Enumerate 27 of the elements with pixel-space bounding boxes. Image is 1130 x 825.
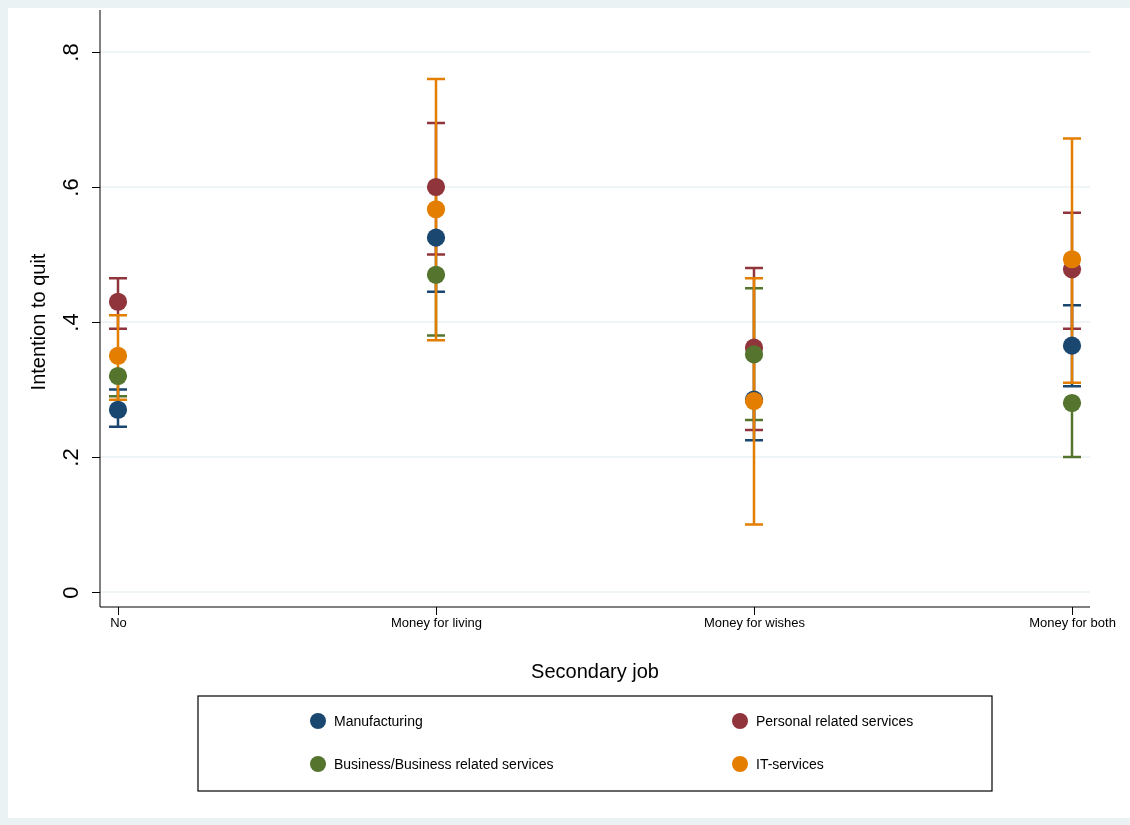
point	[108, 292, 128, 311]
point	[426, 228, 446, 247]
y-tick-label: .6	[58, 178, 83, 197]
x-tick-label: Money for both	[1029, 615, 1116, 631]
point	[1062, 393, 1082, 413]
point	[426, 200, 446, 219]
point	[426, 177, 446, 197]
legend-label: Manufacturing	[334, 713, 423, 729]
y-tick-label: .2	[58, 448, 83, 467]
y-tick-label: 0	[58, 586, 83, 599]
legend-label: Personal related services	[756, 713, 914, 729]
y-axis-title: Intention to quit	[27, 253, 49, 391]
x-tick-label: No	[110, 615, 127, 631]
point	[108, 400, 128, 419]
point	[1062, 250, 1082, 269]
legend-label: Business/Business related services	[334, 756, 554, 772]
y-tick-label: .8	[58, 43, 83, 62]
x-tick-label: Money for living	[390, 615, 483, 631]
y-tick-label: .4	[58, 313, 83, 332]
point	[426, 265, 446, 284]
point	[108, 366, 128, 386]
point	[1062, 336, 1082, 355]
x-tick-label: Money for wishes	[703, 615, 806, 631]
point	[108, 346, 128, 365]
legend-label: IT-services	[756, 756, 824, 772]
point	[744, 345, 764, 364]
x-axis-title: Secondary job	[531, 660, 659, 682]
